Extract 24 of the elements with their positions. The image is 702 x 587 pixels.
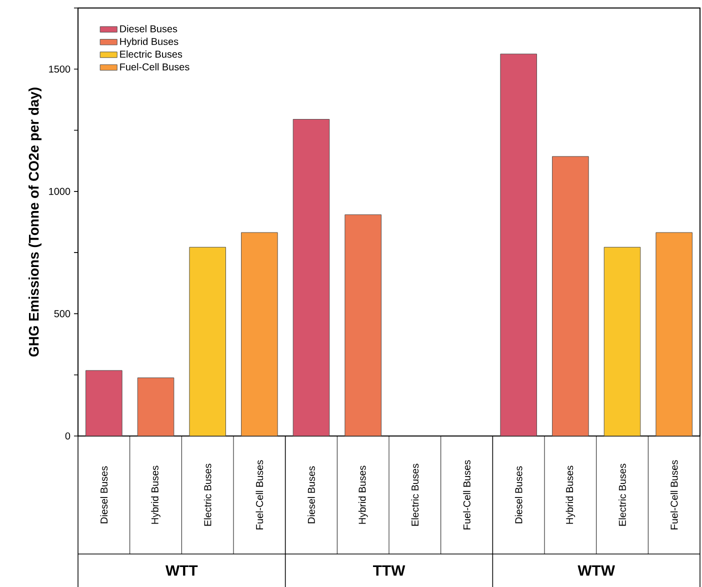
x-tick-label: Diesel Buses	[100, 466, 108, 524]
legend-label: Fuel-Cell Buses	[120, 62, 190, 70]
y-tick-label: 1500	[49, 65, 70, 72]
x-tick-label: Hybrid Buses	[566, 466, 576, 524]
x-tick-label: Fuel-Cell Buses	[256, 460, 264, 530]
x-tick-label: Electric Buses	[618, 464, 626, 526]
y-tick-label: 0	[65, 432, 70, 440]
legend-label: Hybrid Buses	[120, 38, 178, 47]
y-axis-title: GHG Emissions (Tonne of CO2e per day)	[28, 87, 42, 356]
x-tick-label: Hybrid Buses	[358, 466, 368, 524]
x-tick-label: Fuel-Cell Buses	[463, 460, 470, 530]
y-tick-label: 1000	[49, 188, 70, 195]
x-tick-label: Electric Buses	[204, 464, 212, 526]
text: WTT	[166, 565, 198, 576]
x-tick-label: Diesel Buses	[308, 466, 315, 524]
x-tick-label: Fuel-Cell Buses	[670, 460, 678, 530]
text: TTW	[372, 565, 406, 576]
x-tick-label: Diesel Buses	[514, 466, 522, 524]
x-tick-label: Hybrid Buses	[151, 466, 160, 524]
x-tick-label: Electric Buses	[411, 464, 419, 526]
legend-label: Diesel Buses	[120, 24, 178, 32]
legend-label: Electric Buses	[120, 50, 182, 58]
text: WTW	[578, 565, 615, 576]
y-tick-label: 500	[54, 310, 70, 318]
